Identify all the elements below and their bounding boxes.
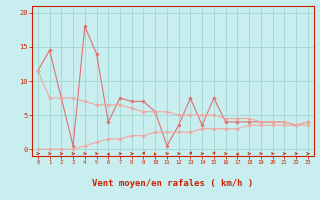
X-axis label: Vent moyen/en rafales ( km/h ): Vent moyen/en rafales ( km/h ) <box>92 179 253 188</box>
